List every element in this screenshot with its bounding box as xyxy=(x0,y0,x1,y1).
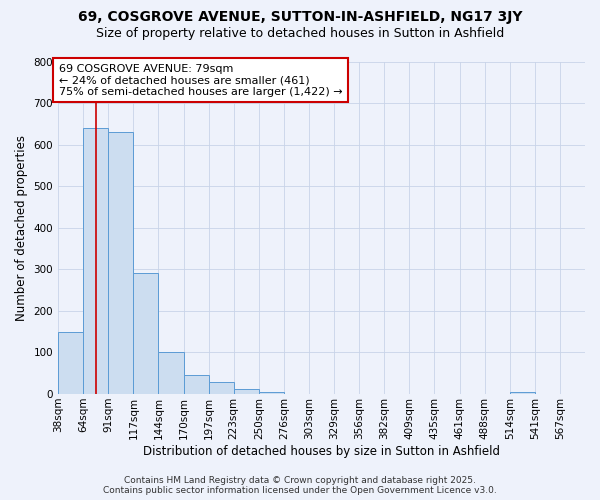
Text: Size of property relative to detached houses in Sutton in Ashfield: Size of property relative to detached ho… xyxy=(96,28,504,40)
Bar xyxy=(209,382,233,394)
Text: 69, COSGROVE AVENUE, SUTTON-IN-ASHFIELD, NG17 3JY: 69, COSGROVE AVENUE, SUTTON-IN-ASHFIELD,… xyxy=(78,10,522,24)
Bar xyxy=(233,389,259,394)
Bar xyxy=(58,332,83,394)
Bar xyxy=(259,392,284,394)
Bar xyxy=(158,352,184,394)
Bar xyxy=(83,128,108,394)
Bar xyxy=(133,274,158,394)
Bar xyxy=(510,392,535,394)
Bar xyxy=(184,376,209,394)
Text: Contains HM Land Registry data © Crown copyright and database right 2025.
Contai: Contains HM Land Registry data © Crown c… xyxy=(103,476,497,495)
X-axis label: Distribution of detached houses by size in Sutton in Ashfield: Distribution of detached houses by size … xyxy=(143,444,500,458)
Bar xyxy=(108,132,133,394)
Text: 69 COSGROVE AVENUE: 79sqm
← 24% of detached houses are smaller (461)
75% of semi: 69 COSGROVE AVENUE: 79sqm ← 24% of detac… xyxy=(59,64,343,97)
Y-axis label: Number of detached properties: Number of detached properties xyxy=(15,135,28,321)
